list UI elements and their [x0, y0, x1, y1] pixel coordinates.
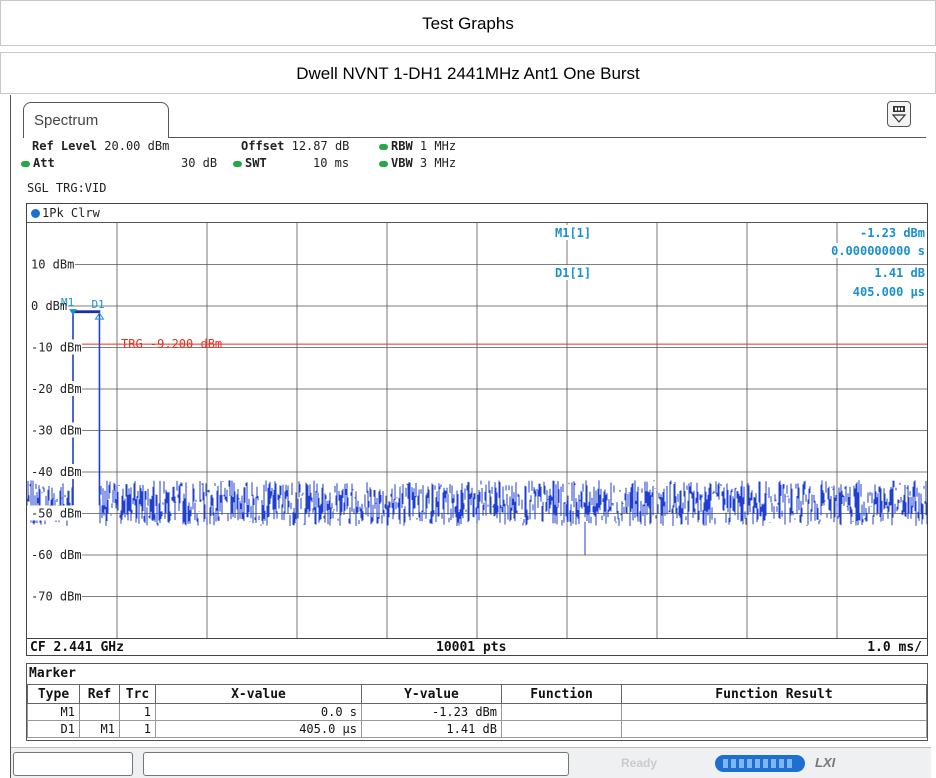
- tick-label-bg: [27, 298, 68, 313]
- tick-label-bg: [27, 505, 82, 521]
- tick-label-bg: [27, 464, 82, 479]
- lxi-logo: LXI: [815, 755, 836, 770]
- spectrum-plot[interactable]: 1Pk Clrw TRG -9.200 dBm 10 dBm 0 dBm -10 dB…: [26, 203, 928, 656]
- y-tick-label: -20 dBm: [31, 382, 82, 396]
- time-per-division: 1.0 ms/: [867, 640, 922, 655]
- y-tick-label: 0 dBm: [31, 299, 67, 313]
- readout-bg: [865, 265, 925, 280]
- marker-readout: 1.41 dB: [874, 266, 925, 280]
- tick-label-bg: [27, 422, 82, 438]
- y-tick-label: -50 dBm: [31, 507, 82, 521]
- status-bar: Ready LXI: [11, 747, 931, 778]
- graph-subtitle: Dwell NVNT 1-DH1 2441MHz Ant1 One Burst: [0, 52, 936, 94]
- marker-readout: 0.000000000 s: [831, 244, 925, 258]
- trigger-setting: SGL TRG:VID: [27, 181, 107, 195]
- plot-area[interactable]: TRG -9.200 dBm 10 dBm 0 dBm -10 dBm -20 dBm -…: [27, 223, 927, 638]
- marker-readout: 405.000 µs: [853, 285, 925, 299]
- tick-label-bg: [27, 547, 82, 562]
- tab-divider: [168, 137, 926, 138]
- rbw-setting: RBW 1 MHz: [379, 139, 456, 153]
- progress-segments: [723, 759, 792, 768]
- swt-setting: SWT: [233, 156, 267, 170]
- status-field-left[interactable]: [13, 752, 133, 776]
- analyzer-screen: Spectrum Ref Level 20.00 dBm Offset 12.8…: [10, 95, 931, 778]
- marker-m1-label: M1: [61, 296, 74, 309]
- att-setting: Att: [21, 156, 55, 170]
- marker-table-header: Type Ref Trc X-value Y-value Function Fu…: [27, 684, 927, 704]
- readout-bg: [553, 265, 597, 280]
- menu-button[interactable]: [887, 101, 911, 127]
- y-tick-label: -10 dBm: [31, 341, 82, 355]
- offset-setting: Offset 12.87 dB: [241, 139, 350, 153]
- table-row[interactable]: M1 1 0.0 s -1.23 dBm: [27, 703, 927, 721]
- y-tick-label: 10 dBm: [31, 258, 74, 272]
- marker-m1-icon: [69, 309, 77, 316]
- tab-spectrum[interactable]: Spectrum: [23, 102, 169, 138]
- sweep-points: 10001 pts: [436, 640, 507, 655]
- tick-label-bg: [27, 381, 82, 396]
- marker-readout: -1.23 dBm: [860, 226, 925, 240]
- vbw-setting: VBW 3 MHz: [379, 156, 456, 170]
- marker-table-title: Marker: [29, 666, 76, 681]
- y-tick-label: -60 dBm: [31, 548, 82, 562]
- marker-d1-label: D1: [91, 298, 104, 311]
- swt-value: 10 ms: [313, 156, 350, 170]
- readout-bg: [820, 243, 925, 258]
- progress-bar: [715, 755, 805, 772]
- y-tick-label: -70 dBm: [31, 590, 82, 604]
- readout-bg: [850, 225, 925, 240]
- y-tick-label: -30 dBm: [31, 424, 82, 438]
- noise-trace: [27, 480, 927, 526]
- page-title: Test Graphs: [0, 0, 936, 46]
- tick-label-bg: [27, 256, 75, 272]
- status-message-field[interactable]: [143, 752, 569, 776]
- y-tick-label: -40 dBm: [31, 465, 82, 479]
- readout-bg: [553, 225, 597, 240]
- att-value: 30 dB: [181, 156, 218, 170]
- marker-readout: D1[1]: [555, 266, 591, 280]
- marker-table: Marker Type Ref Trc X-value Y-value Func…: [26, 663, 928, 741]
- burst-trace: [72, 310, 101, 506]
- plot-footer: CF 2.441 GHz 10001 pts 1.0 ms/: [26, 638, 928, 658]
- center-frequency: CF 2.441 GHz: [30, 640, 124, 655]
- readout-bg: [843, 284, 925, 299]
- dropdown-menu-icon: [891, 106, 907, 123]
- table-row[interactable]: D1 M1 1 405.0 µs 1.41 dB: [27, 720, 927, 738]
- trace-label: 1Pk Clrw: [27, 204, 927, 223]
- tick-label-bg: [27, 339, 82, 355]
- marker-d1-icon: [94, 312, 105, 320]
- ready-indicator: Ready: [621, 756, 658, 770]
- ref-level-setting: Ref Level 20.00 dBm: [32, 139, 170, 153]
- marker-readout: M1[1]: [555, 226, 591, 240]
- tick-label-bg: [27, 588, 82, 604]
- trigger-label: TRG -9.200 dBm: [121, 337, 222, 351]
